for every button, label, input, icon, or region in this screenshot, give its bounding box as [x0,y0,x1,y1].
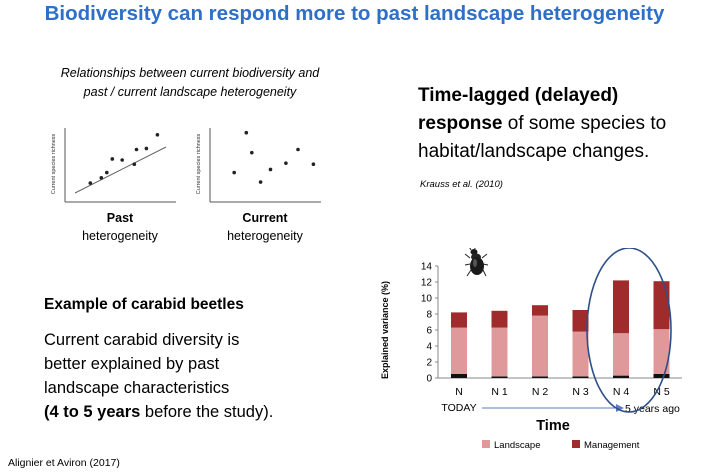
bar-segment-5-2 [653,281,670,330]
y-tick-label-4: 4 [426,342,432,353]
delay-line-2-rest: of some species to [502,113,667,134]
past-point-3 [110,157,115,161]
bar-segment-4-1 [613,333,629,376]
past-label-rest: heterogeneity [82,229,158,243]
current-label-rest: heterogeneity [227,229,303,243]
x-tick-label-0: N [455,386,463,398]
current-label-bold: Current [242,211,288,225]
example-line-1: Current carabid diversity is [44,331,240,349]
current-point-7 [311,162,316,166]
legend-management-label: Management [584,440,640,451]
x-tick-label-3: N 3 [572,386,589,398]
y-tick-label-8: 8 [426,310,432,321]
past-point-5 [132,162,137,166]
past-scatter-plot: Current species richness [51,128,176,203]
past-point-0 [88,181,93,185]
chart-y-axis-label: Explained variance (%) [380,281,390,379]
current-point-6 [296,147,300,152]
bar-segment-5-1 [653,329,670,374]
bar-segment-2-2 [532,305,548,316]
past-point-4 [120,158,124,162]
past-point-8 [155,133,160,137]
y-tick-label-12: 12 [421,278,433,289]
x-tick-label-4: N 4 [613,386,630,398]
current-point-0 [244,130,249,135]
delayed-response-text: Time-lagged (delayed) response of some s… [418,82,703,166]
slide-title: Biodiversity can respond more to past la… [44,2,665,25]
bar-segment-0-0 [451,374,467,378]
current-point-2 [232,170,236,175]
past-point-2 [105,170,109,175]
legend-landscape-label: Landscape [494,440,540,451]
example-line-4-rest: before the study). [140,403,274,421]
y-tick-label-6: 6 [426,326,432,337]
current-point-4 [268,167,273,172]
bar-segment-3-1 [572,331,589,377]
example-heading: Example of carabid beetles [44,296,244,313]
past-point-7 [144,146,149,151]
x-tick-sublabel-0: TODAY [441,402,476,414]
krauss-reference: Krauss et al. (2010) [420,179,503,190]
scatter-caption-line-2: past / current landscape heterogeneity [83,85,297,99]
bar-segment-3-0 [572,376,589,378]
past-point-6 [134,147,139,152]
past-y-axis-label: Current species richness [51,133,57,194]
bar-segment-3-2 [572,310,589,332]
highlight-ellipse [586,248,672,413]
source-reference: Alignier et Aviron (2017) [8,457,120,469]
example-line-3: landscape characteristics [44,379,230,397]
delay-line-3: habitat/landscape changes. [418,141,650,162]
current-point-3 [258,180,263,184]
x-tick-label-1: N 1 [491,386,508,398]
y-tick-label-2: 2 [426,358,432,369]
current-y-axis-label: Current species richness [196,133,202,194]
past-points [88,133,160,185]
bar-segment-0-2 [451,312,467,328]
delay-line-2-bold: response [418,113,503,134]
y-axis-ticks: 0 2 4 6 8 10 12 14 [421,262,438,385]
delay-line-1: Time-lagged (delayed) [418,85,619,106]
past-trend-line [74,146,167,194]
bar-segment-1-0 [491,376,508,378]
example-body: Current carabid diversity is better expl… [44,328,344,424]
scatter-caption: Relationships between current biodiversi… [14,64,366,102]
past-point-1 [99,176,104,180]
bar-segment-0-1 [451,327,467,374]
past-label-bold: Past [106,211,134,225]
y-tick-label-10: 10 [421,294,433,305]
legend-landscape-swatch [482,440,490,448]
current-heterogeneity-label: Current heterogeneity [215,209,315,245]
bar-segment-2-1 [532,315,548,377]
explained-variance-chart: Explained variance (%) 0 2 4 6 8 10 12 14 N TODA… [380,248,682,451]
example-line-4-bold: (4 to 5 years [44,403,141,421]
y-tick-label-14: 14 [421,262,433,273]
bar-segment-1-1 [491,327,508,377]
scatter-caption-line-1: Relationships between current biodiversi… [60,66,320,80]
bar-segment-4-2 [613,280,629,334]
bars [451,280,670,378]
bar-segment-2-0 [532,376,548,378]
current-points [232,130,316,184]
current-point-5 [284,161,288,165]
bar-segment-4-0 [613,375,629,378]
past-heterogeneity-label: Past heterogeneity [70,209,170,245]
current-point-1 [250,150,254,155]
y-tick-label-0: 0 [426,374,432,385]
bar-segment-1-2 [491,310,508,328]
legend-management-swatch [572,440,580,448]
chart-x-axis-label: Time [536,418,570,434]
five-years-ago-annotation: 5 years ago [625,403,680,415]
example-line-2: better explained by past [44,355,220,373]
current-scatter-plot: Current species richness [196,128,321,203]
x-tick-label-2: N 2 [532,386,549,398]
beetle-icon [464,248,489,277]
bar-segment-5-0 [653,374,670,378]
